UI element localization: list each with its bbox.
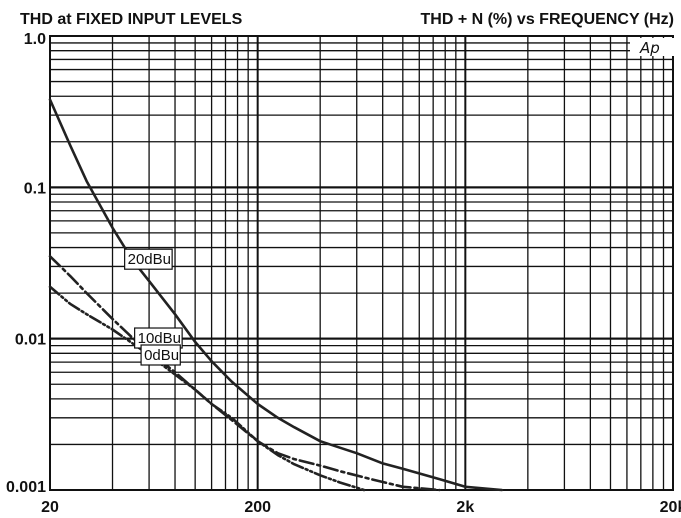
chart-subtitle: THD + N (%) vs FREQUENCY (Hz) <box>420 11 674 28</box>
series-label-box <box>124 248 173 270</box>
series-label-0dBu: 0dBu <box>140 344 181 366</box>
x-tick-label: 2k <box>456 499 474 516</box>
series-label-10dBu: 10dBu <box>134 327 183 349</box>
y-tick-label: 0.001 <box>6 479 46 496</box>
y-tick-label: 0.01 <box>15 332 46 349</box>
series-label-box <box>140 344 181 366</box>
y-tick-label: 0.1 <box>24 180 46 197</box>
audio-precision-logo: Ap <box>630 38 674 57</box>
series-label-20dBu: 20dBu <box>124 248 173 270</box>
ap-logo-text: Ap <box>639 39 660 57</box>
series-label-text: 20dBu <box>128 251 171 268</box>
series-line-0dBu <box>48 285 366 492</box>
y-tick-label: 1.0 <box>24 31 46 48</box>
x-tick-label: 20 <box>41 499 59 516</box>
series-line-10dBu <box>48 254 441 492</box>
x-tick-label: 200 <box>244 499 271 516</box>
series-label-text: 10dBu <box>138 330 181 347</box>
axis-tick-labels: 20 200 2k 20k 1.0 0.1 0.01 0.001 <box>6 31 681 516</box>
series-label-text: 0dBu <box>144 347 179 364</box>
series-group <box>48 98 504 492</box>
series-line-20dBu <box>48 98 504 492</box>
x-tick-label: 20k <box>660 499 681 516</box>
chart-title: THD at FIXED INPUT LEVELS <box>20 11 243 28</box>
